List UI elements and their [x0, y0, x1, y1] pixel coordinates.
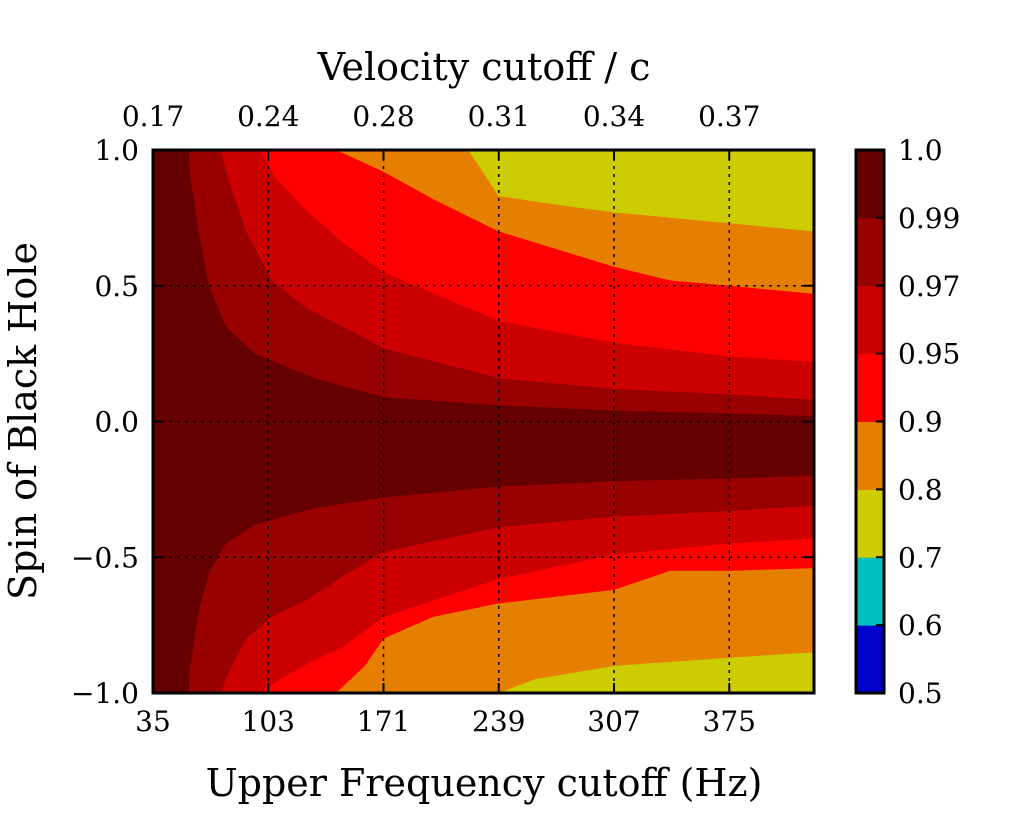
colorbar: 0.5 0.6 0.7 0.8 0.9 0.95 0.97 0.99 1.0	[854, 134, 960, 710]
colorbar-tick-label: 0.99	[898, 202, 960, 235]
colorbar-tick-label: 0.9	[898, 406, 943, 439]
top-x-tick-label: 0.28	[352, 100, 414, 133]
colorbar-segment	[856, 353, 884, 422]
x-tick-label: 171	[357, 705, 410, 738]
colorbar-tick-label: 1.0	[898, 134, 943, 167]
x-axis-title: Upper Frequency cutoff (Hz)	[206, 761, 763, 805]
top-x-tick-label: 0.17	[122, 100, 184, 133]
top-x-tick-label: 0.24	[237, 100, 299, 133]
y-tick-label: 0.5	[94, 270, 139, 303]
colorbar-tick-label: 0.6	[898, 609, 943, 642]
colorbar-segment	[856, 421, 884, 490]
x-tick-label: 375	[703, 705, 756, 738]
tick-layer: 35 0.17 103 0.24 171 0.28 239 0.31 307 0.34 375 0.3…	[71, 100, 814, 738]
y-tick-label: −0.5	[71, 541, 139, 574]
x-tick-label: 103	[242, 705, 295, 738]
colorbar-tick-label: 0.7	[898, 541, 943, 574]
x-tick-label: 307	[587, 705, 640, 738]
top-axis-title: Velocity cutoff / c	[317, 45, 651, 89]
x-tick-label: 35	[135, 705, 171, 738]
top-x-tick-label: 0.34	[583, 100, 645, 133]
colorbar-tick-label: 0.5	[898, 677, 943, 710]
colorbar-segment	[856, 285, 884, 355]
colorbar-segment	[856, 489, 884, 558]
y-tick-label: 0.0	[94, 406, 139, 439]
colorbar-tick-label: 0.97	[898, 270, 960, 303]
top-x-tick-label: 0.31	[468, 100, 530, 133]
colorbar-segment	[856, 150, 884, 219]
colorbar-tick-label: 0.95	[898, 338, 960, 371]
top-x-tick-label: 0.37	[698, 100, 760, 133]
colorbar-segment	[856, 557, 884, 626]
colorbar-tick-label: 0.8	[898, 473, 943, 506]
colorbar-segment	[856, 625, 884, 694]
x-tick-label: 239	[472, 705, 525, 738]
y-tick-label: 1.0	[94, 134, 139, 167]
y-tick-label: −1.0	[71, 677, 139, 710]
y-axis-title: Spin of Black Hole	[1, 242, 45, 600]
colorbar-segment	[856, 217, 884, 287]
grid-layer	[153, 150, 814, 693]
